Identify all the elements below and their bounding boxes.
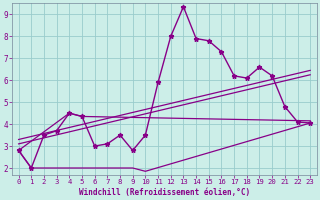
X-axis label: Windchill (Refroidissement éolien,°C): Windchill (Refroidissement éolien,°C) (79, 188, 250, 197)
